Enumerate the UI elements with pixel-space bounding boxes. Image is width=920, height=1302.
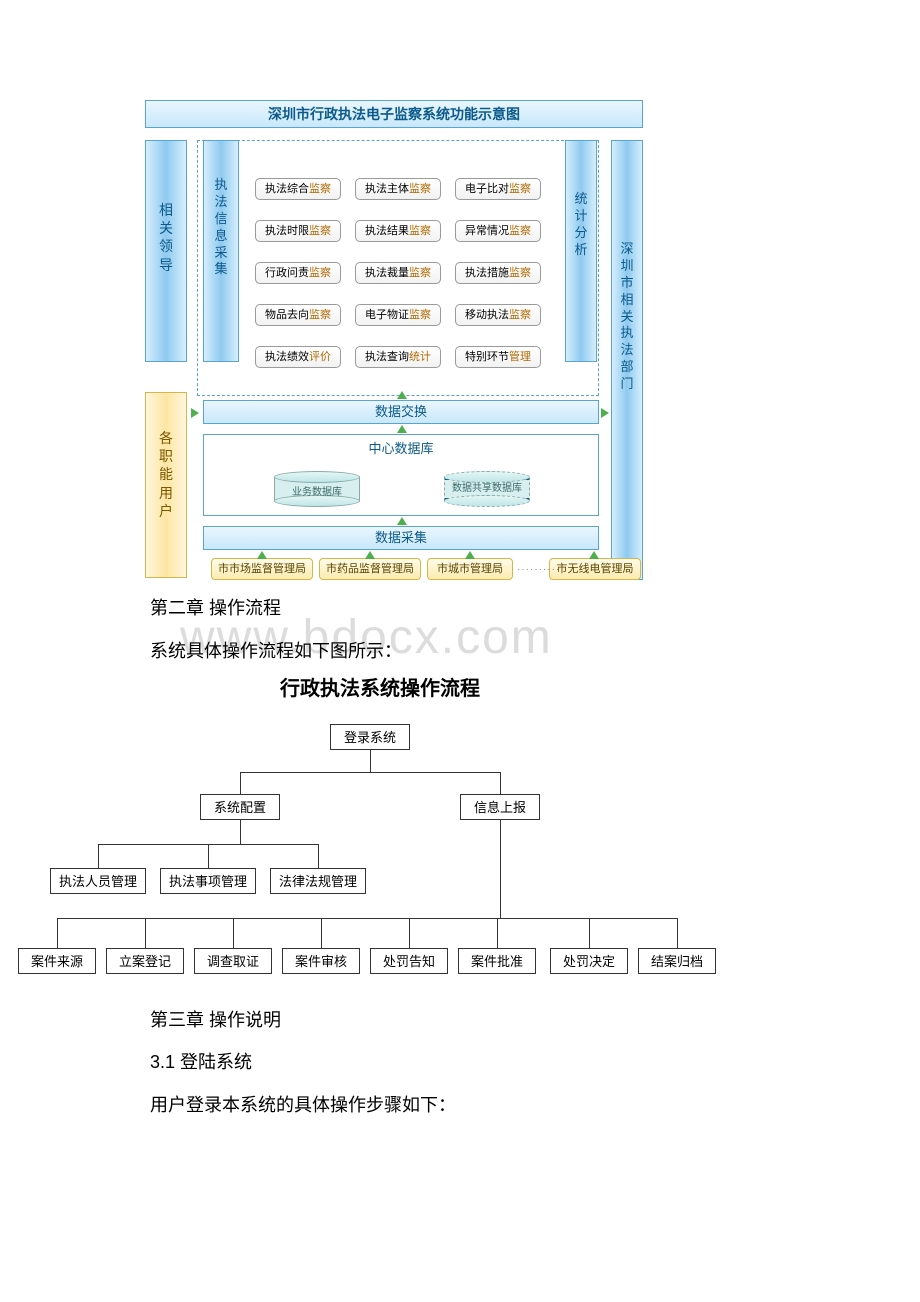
flow-node-login: 登录系统 — [330, 724, 410, 750]
arrow-up-icon — [589, 551, 599, 559]
flow-node-b5: 处罚告知 — [370, 948, 448, 974]
flow-node-b7: 处罚决定 — [550, 948, 628, 974]
collect-row: 数据采集 — [203, 526, 599, 550]
chapter-3-heading: 第三章 操作说明 — [150, 1006, 770, 1035]
connector — [497, 918, 498, 948]
arrow-up-icon — [397, 391, 407, 399]
flow-node-rep: 信息上报 — [460, 794, 540, 820]
pill-item: 特别环节管理 — [455, 346, 541, 368]
bureau-item: 市城市管理局 — [427, 558, 513, 580]
exchange-bar: 数据交换 — [203, 400, 599, 424]
section-3-1: 3.1 登陆系统 — [150, 1048, 770, 1077]
pill-item: 执法措施监察 — [455, 262, 541, 284]
pill-item: 异常情况监察 — [455, 220, 541, 242]
architecture-diagram: 深圳市行政执法电子监察系统功能示意图 相关领导 执法信息采集 统计分析 深圳市相… — [145, 100, 643, 580]
db-business-icon: 业务数据库 — [274, 471, 360, 507]
db-business-label: 业务数据库 — [274, 481, 360, 505]
bureau-item: 市药品监督管理局 — [319, 558, 421, 580]
connector — [370, 750, 371, 772]
arrow-up-icon — [365, 551, 375, 559]
ellipsis: ·········· — [517, 564, 560, 575]
pill-item: 电子物证监察 — [355, 304, 441, 326]
flow-node-cfg: 系统配置 — [200, 794, 280, 820]
section-3-1-body: 用户登录本系统的具体操作步骤如下： — [150, 1091, 770, 1120]
connector — [318, 844, 319, 868]
arrow-up-icon — [465, 551, 475, 559]
flow-node-b4: 案件审核 — [282, 948, 360, 974]
chapter-2-body: 系统具体操作流程如下图所示： — [150, 637, 770, 666]
depts-bar: 深圳市相关执法部门 — [611, 140, 643, 580]
connector — [677, 918, 678, 948]
arrow-up-icon — [397, 517, 407, 525]
flow-node-b6: 案件批准 — [458, 948, 536, 974]
center-db-title: 中心数据库 — [204, 437, 598, 461]
pill-item: 执法主体监察 — [355, 178, 441, 200]
bureau-item: 市无线电管理局 — [549, 558, 641, 580]
pill-item: 物品去向监察 — [255, 304, 341, 326]
connector — [409, 918, 410, 948]
arrow-right-icon — [601, 408, 609, 418]
connector — [57, 918, 677, 919]
pill-item: 执法结果监察 — [355, 220, 441, 242]
arrow-up-icon — [257, 551, 267, 559]
pill-item: 移动执法监察 — [455, 304, 541, 326]
connector — [240, 820, 241, 844]
flow-node-p1: 执法人员管理 — [50, 868, 146, 894]
center-db-box: 中心数据库 业务数据库 数据共享数据库 — [203, 434, 599, 516]
arch-title: 深圳市行政执法电子监察系统功能示意图 — [145, 100, 643, 128]
pill-item: 执法时限监察 — [255, 220, 341, 242]
flow-title: 行政执法系统操作流程 — [10, 672, 750, 701]
connector — [589, 918, 590, 948]
connector — [145, 918, 146, 948]
connector — [208, 844, 209, 868]
connector — [240, 772, 241, 794]
leaders-bar: 相关领导 — [145, 140, 187, 362]
flow-node-b2: 立案登记 — [106, 948, 184, 974]
flowchart: 行政执法系统操作流程 登录系统系统配置 信息上报执法人员管理执法事项管理法律法规管… — [10, 672, 750, 992]
flow-node-p3: 法律法规管理 — [270, 868, 366, 894]
connector — [233, 918, 234, 948]
users-bar: 各职能用户 — [145, 392, 187, 578]
pill-item: 电子比对监察 — [455, 178, 541, 200]
connector — [321, 918, 322, 948]
flow-node-b1: 案件来源 — [18, 948, 96, 974]
bureau-item: 市市场监督管理局 — [211, 558, 313, 580]
db-share-label: 数据共享数据库 — [444, 477, 530, 501]
arrow-up-icon — [397, 425, 407, 433]
pill-item: 执法裁量监察 — [355, 262, 441, 284]
flow-node-p2: 执法事项管理 — [160, 868, 256, 894]
connector — [240, 772, 500, 773]
connector — [500, 772, 501, 794]
pill-item: 行政问责监察 — [255, 262, 341, 284]
pill-item: 执法查询统计 — [355, 346, 441, 368]
db-share-icon: 数据共享数据库 — [444, 471, 530, 507]
chapter-2-heading: 第二章 操作流程 — [150, 594, 770, 623]
connector — [98, 844, 99, 868]
connector — [500, 820, 501, 918]
pill-item: 执法综合监察 — [255, 178, 341, 200]
pill-item: 执法绩效评价 — [255, 346, 341, 368]
connector — [57, 918, 58, 948]
flow-node-b3: 调查取证 — [194, 948, 272, 974]
arrow-right-icon — [191, 408, 199, 418]
flow-node-b8: 结案归档 — [638, 948, 716, 974]
